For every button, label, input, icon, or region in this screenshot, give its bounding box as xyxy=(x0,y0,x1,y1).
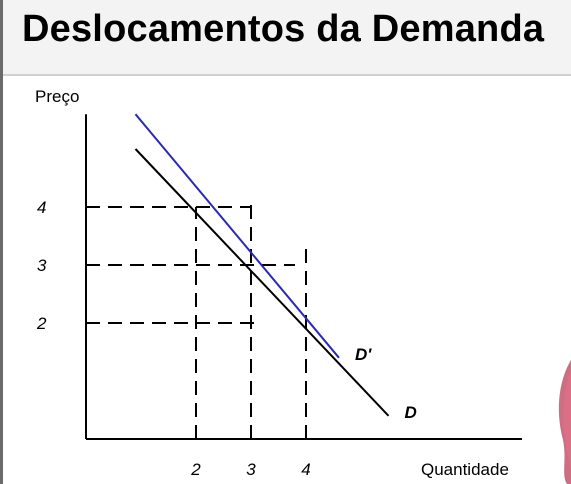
series-label-d-prime: D' xyxy=(355,345,372,364)
title-band xyxy=(3,0,571,74)
demand-shift-chart: D D' 2 3 4 2 3 4 Preço Quantidade xyxy=(35,87,522,479)
window-left-border xyxy=(0,0,3,484)
y-axis-title: Preço xyxy=(35,87,79,106)
x-tick-label-3: 3 xyxy=(246,460,256,479)
series-label-d: D xyxy=(405,403,417,422)
x-tick-label-2: 2 xyxy=(190,460,201,479)
y-tick-label-3: 3 xyxy=(37,256,47,275)
series-line-d xyxy=(134,148,390,417)
decorative-ribbon xyxy=(553,360,571,484)
title-divider xyxy=(3,74,571,76)
series-line-d-prime xyxy=(134,113,340,359)
chart-area: D D' 2 3 4 2 3 4 Preço Quantidade xyxy=(3,76,571,484)
slide-title: Deslocamentos da Demanda xyxy=(22,8,545,50)
x-axis-title: Quantidade xyxy=(421,460,509,479)
y-tick-label-2: 2 xyxy=(36,314,47,333)
y-tick-label-4: 4 xyxy=(37,198,46,217)
x-tick-label-4: 4 xyxy=(301,460,310,479)
